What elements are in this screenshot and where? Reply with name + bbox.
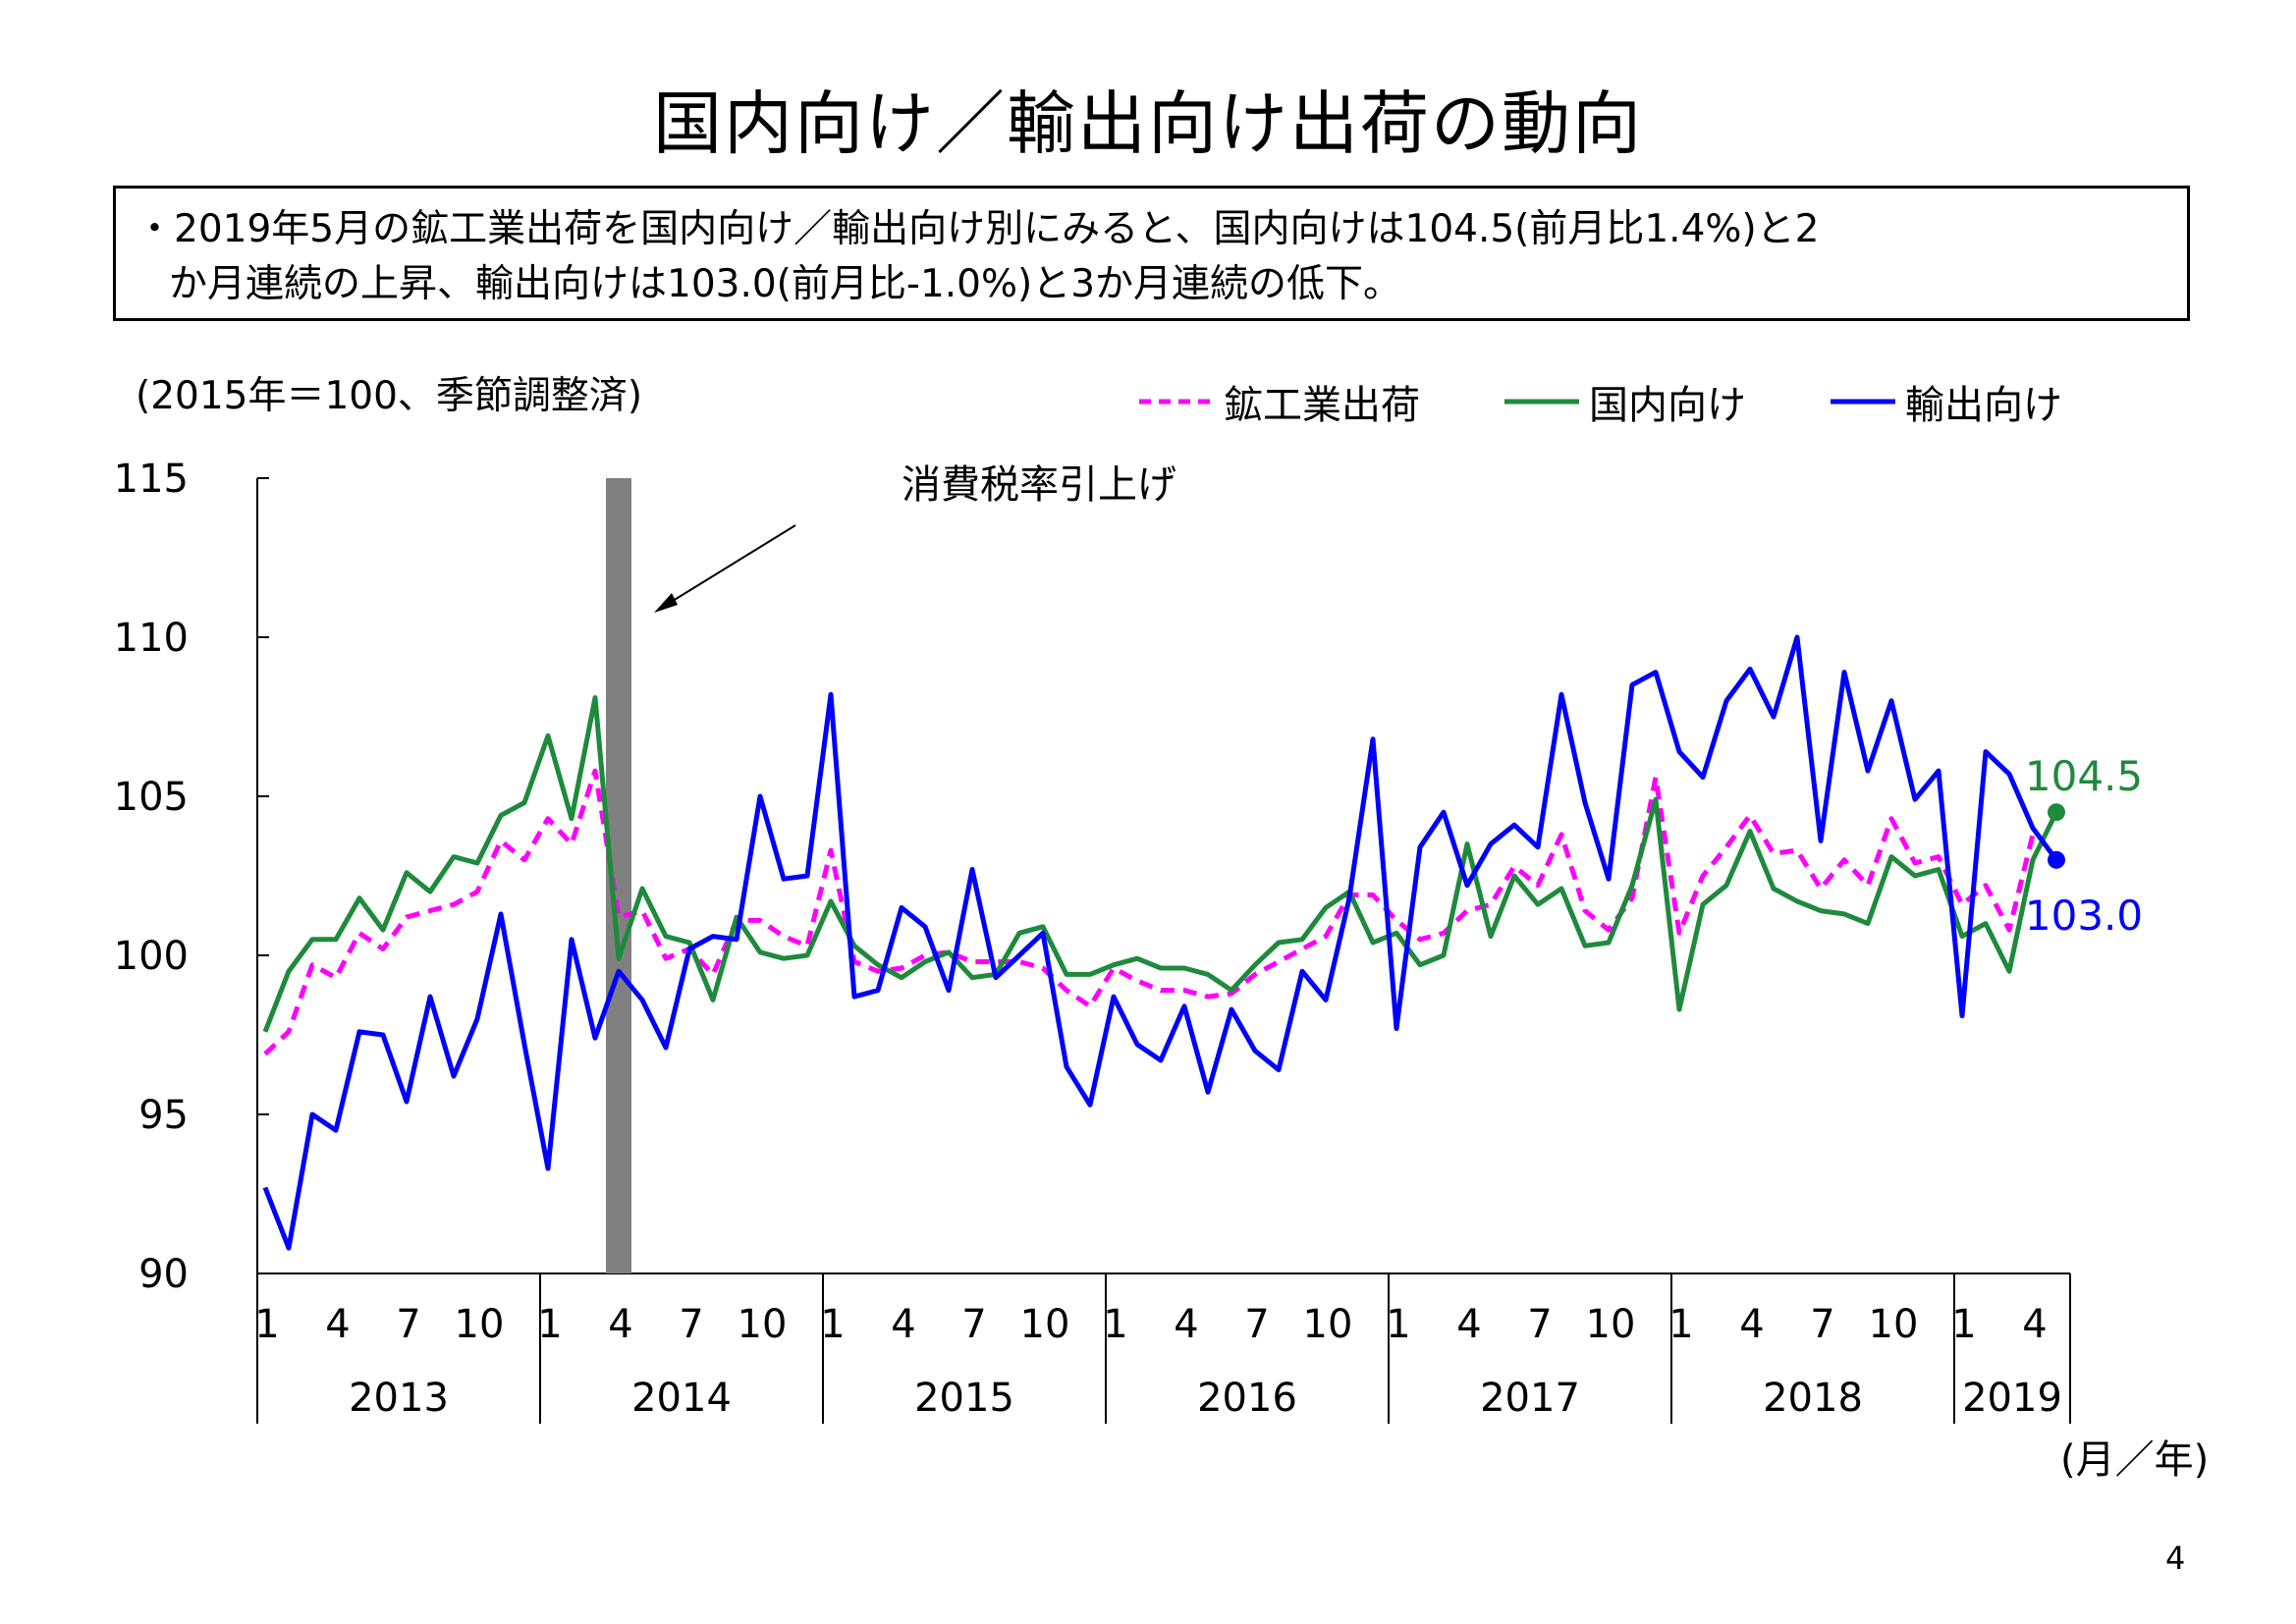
x-tick-label-month: 10	[455, 1302, 505, 1347]
x-tick-label-year: 2018	[1763, 1376, 1863, 1421]
x-tick-label-month: 1	[820, 1302, 845, 1347]
summary-line-1: ・2019年5月の鉱工業出荷を国内向け／輸出向け別にみると、国内向けは104.5…	[136, 207, 1820, 251]
x-tick-label-month: 4	[2022, 1302, 2047, 1347]
x-tick-label-month: 7	[679, 1302, 703, 1347]
series-line-export	[262, 634, 2059, 1251]
x-tick-label-year: 2013	[349, 1376, 449, 1421]
y-tick-label: 100	[114, 934, 189, 979]
x-tick-label-month: 7	[1810, 1302, 1834, 1347]
x-tick-label-month: 1	[1103, 1302, 1127, 1347]
legend-item-domestic: 国内向け	[1503, 373, 1746, 430]
x-tick-label-month: 1	[1951, 1302, 1976, 1347]
annotation-arrow-line	[659, 524, 796, 610]
annotation-arrowhead	[654, 593, 678, 613]
x-tick-label-year: 2019	[1962, 1376, 2062, 1421]
legend-label-export: 輸出向け	[1905, 383, 2062, 428]
x-tick-label-month: 4	[1456, 1302, 1481, 1347]
legend-item-shipments: 鉱工業出荷	[1137, 373, 1420, 430]
end-label-export: 103.0	[2025, 892, 2143, 940]
x-tick-label-month: 7	[1244, 1302, 1269, 1347]
x-tick-label-year: 2014	[631, 1376, 732, 1421]
x-tick-label-month: 10	[738, 1302, 788, 1347]
legend-item-export: 輸出向け	[1829, 373, 2062, 430]
legend-swatch-export	[1831, 399, 1895, 405]
x-tick-label-month: 7	[1527, 1302, 1552, 1347]
summary-box: ・2019年5月の鉱工業出荷を国内向け／輸出向け別にみると、国内向けは104.5…	[113, 186, 2190, 321]
end-label-domestic: 104.5	[2025, 752, 2143, 800]
x-tick-label-month: 10	[1303, 1302, 1353, 1347]
x-tick-label-month: 1	[1386, 1302, 1410, 1347]
summary-line-2: か月連続の上昇、輸出向けは103.0(前月比-1.0%)と3か月連続の低下。	[169, 262, 1402, 306]
legend-label-domestic: 国内向け	[1589, 383, 1746, 428]
x-tick-label-month: 10	[1020, 1302, 1070, 1347]
y-tick-label: 90	[138, 1252, 189, 1297]
x-tick-label-month: 4	[1739, 1302, 1764, 1347]
x-axis-unit: (月／年)	[2060, 1437, 2209, 1483]
end-marker-domestic	[2048, 803, 2065, 822]
x-tick-label-month: 1	[537, 1302, 562, 1347]
x-tick-label-year: 2017	[1480, 1376, 1580, 1421]
series-line-domestic	[262, 695, 2059, 1033]
x-tick-label-month: 7	[396, 1302, 420, 1347]
annotation-label: 消費税率引上げ	[902, 462, 1176, 508]
y-tick-label: 115	[114, 457, 189, 502]
x-tick-label-year: 2016	[1197, 1376, 1297, 1421]
y-tick-label: 95	[138, 1093, 189, 1138]
unit-note: (2015年＝100、季節調整済)	[136, 374, 643, 418]
x-tick-label-month: 10	[1586, 1302, 1636, 1347]
x-tick-label-year: 2015	[914, 1376, 1014, 1421]
y-tick-label: 110	[114, 616, 189, 661]
x-tick-label-month: 1	[1668, 1302, 1693, 1347]
x-tick-label-month: 7	[961, 1302, 986, 1347]
x-tick-label-month: 10	[1869, 1302, 1919, 1347]
legend-swatch-domestic	[1504, 399, 1579, 405]
x-tick-label-month: 4	[325, 1302, 350, 1347]
page-title: 国内向け／輸出向け出荷の動向	[653, 83, 1643, 164]
legend-label-shipments: 鉱工業出荷	[1224, 383, 1420, 428]
y-tick-label: 105	[114, 775, 189, 820]
end-marker-export	[2048, 850, 2065, 869]
series-line-shipments	[263, 768, 2036, 1056]
x-tick-label-month: 4	[891, 1302, 915, 1347]
legend-swatch-shipments	[1139, 399, 1214, 405]
x-tick-label-month: 1	[254, 1302, 279, 1347]
page-number: 4	[2165, 1540, 2186, 1577]
x-tick-label-month: 4	[608, 1302, 632, 1347]
x-tick-label-month: 4	[1174, 1302, 1198, 1347]
